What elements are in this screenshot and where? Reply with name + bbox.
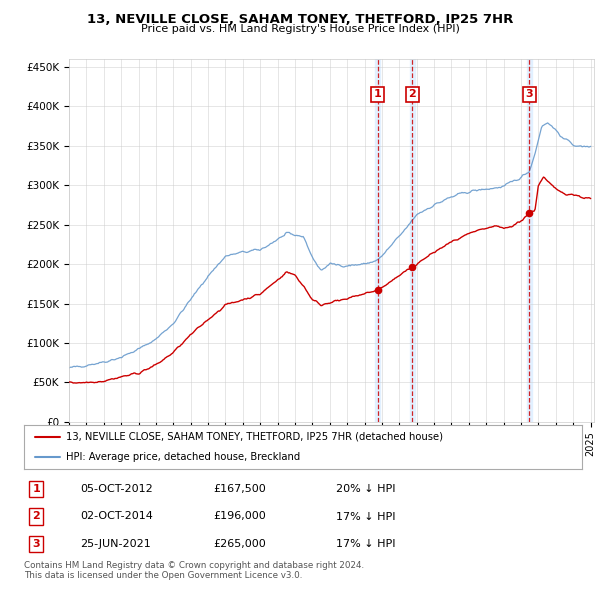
Bar	[527, 59, 532, 422]
Text: This data is licensed under the Open Government Licence v3.0.: This data is licensed under the Open Gov…	[24, 571, 302, 579]
Text: 13, NEVILLE CLOSE, SAHAM TONEY, THETFORD, IP25 7HR: 13, NEVILLE CLOSE, SAHAM TONEY, THETFORD…	[87, 13, 513, 26]
Text: 17% ↓ HPI: 17% ↓ HPI	[337, 512, 396, 522]
Text: Price paid vs. HM Land Registry's House Price Index (HPI): Price paid vs. HM Land Registry's House …	[140, 24, 460, 34]
Text: 05-OCT-2012: 05-OCT-2012	[80, 484, 152, 494]
Text: 02-OCT-2014: 02-OCT-2014	[80, 512, 152, 522]
Text: 25-JUN-2021: 25-JUN-2021	[80, 539, 151, 549]
Text: £196,000: £196,000	[214, 512, 266, 522]
Text: 2: 2	[409, 90, 416, 100]
Text: 3: 3	[526, 90, 533, 100]
Text: £265,000: £265,000	[214, 539, 266, 549]
Text: 1: 1	[374, 90, 382, 100]
Text: £167,500: £167,500	[214, 484, 266, 494]
Text: 17% ↓ HPI: 17% ↓ HPI	[337, 539, 396, 549]
Text: 3: 3	[32, 539, 40, 549]
Text: 2: 2	[32, 512, 40, 522]
Text: HPI: Average price, detached house, Breckland: HPI: Average price, detached house, Brec…	[66, 452, 300, 461]
Text: 13, NEVILLE CLOSE, SAHAM TONEY, THETFORD, IP25 7HR (detached house): 13, NEVILLE CLOSE, SAHAM TONEY, THETFORD…	[66, 432, 443, 442]
Bar	[375, 59, 380, 422]
Text: 1: 1	[32, 484, 40, 494]
Bar	[410, 59, 415, 422]
Text: Contains HM Land Registry data © Crown copyright and database right 2024.: Contains HM Land Registry data © Crown c…	[24, 560, 364, 569]
Text: 20% ↓ HPI: 20% ↓ HPI	[337, 484, 396, 494]
